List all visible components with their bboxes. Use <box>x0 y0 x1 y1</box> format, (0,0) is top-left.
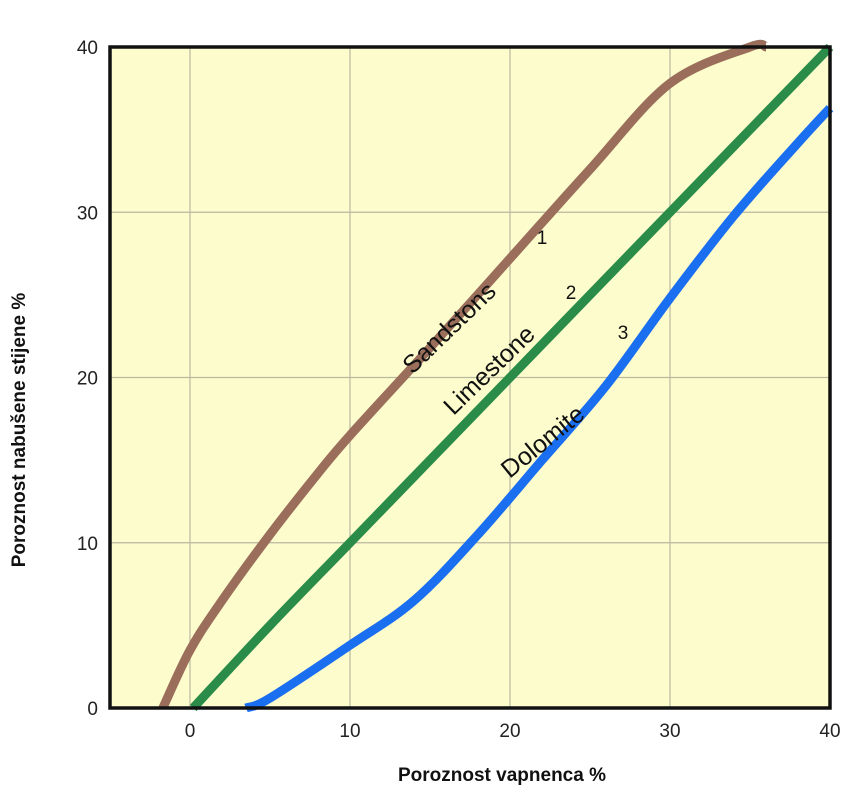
x-ticks: 0 10 20 30 40 <box>185 721 841 742</box>
y-ticks: 0 10 20 30 40 <box>77 38 98 720</box>
series-number-3: 3 <box>618 323 629 344</box>
series-line-sandstons <box>158 39 769 710</box>
series-number-2: 2 <box>566 283 577 304</box>
y-axis-label: Poroznost nabušene stijene % <box>9 293 30 568</box>
y-tick-label: 10 <box>77 534 98 555</box>
y-tick-label: 30 <box>77 203 98 224</box>
x-tick-label: 40 <box>819 721 840 742</box>
x-tick-label: 0 <box>185 721 196 742</box>
plot-frame <box>108 45 832 710</box>
x-tick-label: 10 <box>339 721 360 742</box>
x-tick-label: 30 <box>659 721 680 742</box>
y-tick-label: 0 <box>87 699 98 720</box>
y-tick-label: 40 <box>77 38 98 59</box>
series-line-dolomite <box>244 105 834 713</box>
x-tick-label: 20 <box>499 721 520 742</box>
series-line-limestone <box>189 43 834 712</box>
y-tick-label: 20 <box>77 369 98 390</box>
series-number-1: 1 <box>537 228 548 249</box>
curves <box>158 39 834 713</box>
x-axis-label: Poroznost vapnenca % <box>398 765 606 786</box>
